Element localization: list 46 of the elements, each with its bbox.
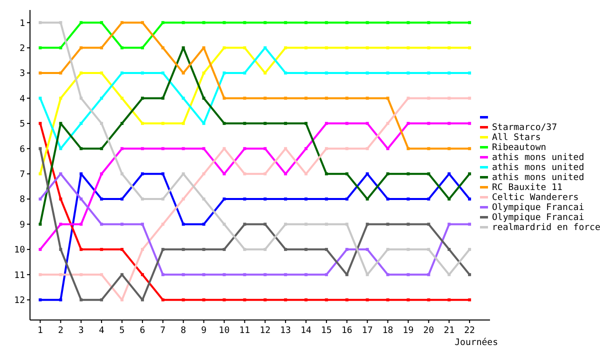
x-tick-label: 15	[321, 326, 332, 336]
y-tick-label: 11	[14, 270, 25, 281]
x-tick-label: 13	[280, 326, 291, 336]
x-tick-label: 2	[58, 326, 64, 336]
y-tick-label: 7	[20, 170, 25, 180]
x-tick-label: 8	[180, 326, 186, 336]
legend-label: athis mons united	[492, 173, 584, 183]
y-tick-label: 9	[20, 220, 25, 230]
y-tick-label: 3	[20, 69, 25, 80]
y-tick-label: 4	[20, 94, 25, 104]
y-tick-label: 10	[14, 246, 25, 256]
legend-label: RC Bauxite 11	[492, 183, 562, 193]
x-tick-label: 17	[362, 326, 373, 336]
x-axis-title: Journées	[454, 337, 498, 348]
legend-label: athis mons united	[492, 163, 584, 173]
y-tick-label: 5	[20, 120, 25, 130]
x-tick-label: 5	[119, 326, 125, 336]
y-tick-label: 8	[20, 195, 25, 206]
x-tick-label: 16	[341, 326, 352, 336]
legend-label: Celtic Wanderers	[492, 193, 579, 203]
y-tick-label: 1	[20, 18, 25, 29]
x-tick-label: 20	[423, 326, 434, 336]
legend-label: All Stars	[492, 133, 541, 143]
y-tick-label: 12	[14, 296, 25, 306]
x-tick-label: 3	[78, 326, 84, 336]
x-tick-label: 12	[260, 326, 271, 336]
legend-label: Olympique Francai	[492, 213, 584, 223]
x-tick-label: 4	[98, 326, 104, 336]
legend-label: Olympique Francai	[492, 203, 584, 213]
x-tick-label: 7	[160, 326, 166, 336]
legend-label: Ribeautown	[492, 143, 546, 153]
x-tick-label: 19	[402, 326, 414, 336]
x-tick-label: 6	[140, 326, 146, 336]
x-tick-label: 14	[300, 326, 312, 336]
legend-label: realmardrid en force	[492, 223, 600, 233]
y-tick-label: 2	[20, 44, 25, 54]
x-tick-label: 18	[382, 326, 394, 336]
y-tick-label: 6	[20, 144, 25, 155]
legend-label: athis mons united	[492, 153, 584, 163]
x-tick-label: 1	[38, 326, 43, 336]
x-tick-label: 11	[239, 326, 250, 336]
x-tick-label: 21	[444, 326, 455, 336]
legend-label: Starmarco/37	[492, 123, 558, 133]
x-tick-label: 9	[201, 326, 206, 336]
x-tick-label: 10	[218, 326, 230, 336]
x-tick-label: 22	[464, 326, 475, 336]
